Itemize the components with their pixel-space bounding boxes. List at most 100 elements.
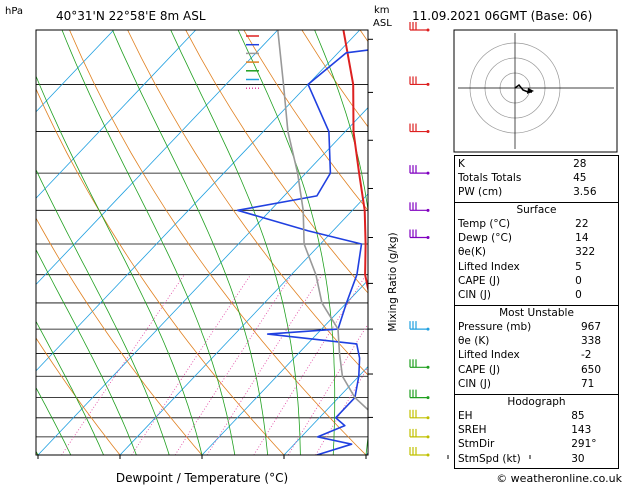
wind-barb-base: [426, 327, 430, 331]
mixing-ratio-line: [131, 274, 252, 455]
dry-adiabat-line: [36, 88, 285, 455]
hodograph-frame: [454, 394, 619, 469]
wind-barb-base: [426, 171, 430, 175]
mixing-ratio-line: [253, 274, 367, 455]
row-label: θe(K): [458, 246, 486, 259]
isotherm-line: [37, 107, 368, 455]
row-value: 28: [573, 158, 587, 170]
row-value: -2: [581, 349, 592, 362]
header-location: 40°31'N 22°58'E 8m ASL: [56, 9, 206, 23]
header-datetime: 11.09.2021 06GMT (Base: 06): [412, 9, 592, 23]
isotherm-line: [0, 30, 32, 455]
row-label: SREH: [458, 424, 487, 437]
header-hpa: hPa: [5, 6, 23, 17]
table-row: CAPE (J) 0: [454, 274, 619, 288]
row-value: 14: [575, 232, 589, 245]
hodograph: [453, 29, 618, 153]
mixing-ratio-line: [315, 366, 368, 455]
isotherm-line: [36, 30, 279, 286]
wet-adiabat-line: [36, 248, 137, 455]
axis-labels: [37, 38, 531, 459]
wet-adiabat-line: [237, 30, 336, 455]
wet-adiabat-line: [112, 30, 268, 455]
dry-adiabat-line: [69, 30, 367, 455]
row-value: 338: [581, 335, 602, 348]
wind-barbs: [409, 22, 430, 457]
legend: [246, 35, 259, 89]
parcel-trajectory-line: [277, 30, 368, 411]
hodograph-table: Hodograph EH 85 SREH 143 StmDir 291° StmSpd (k…: [454, 395, 619, 466]
isotherm-line: [201, 279, 368, 455]
table-row: PW (cm) 3.56: [454, 185, 619, 199]
dry-adiabat-line: [36, 217, 203, 455]
hodograph-frame: [453, 29, 618, 153]
row-label: K: [458, 158, 465, 170]
mixing-ratio-line: [206, 274, 323, 455]
row-value: 3.56: [573, 186, 597, 199]
wet-adiabat-line: [36, 320, 104, 455]
mixing-ratio-line: [174, 274, 293, 455]
row-label: Temp (°C): [458, 218, 511, 230]
wind-barb-base: [426, 396, 430, 400]
wet-adiabat-line: [36, 168, 170, 455]
table-row: StmSpd (kt) 30: [454, 452, 619, 466]
footer-copyright: © weatheronline.co.uk: [496, 472, 622, 485]
row-value: 650: [581, 363, 602, 376]
row-value: 291°: [571, 438, 597, 451]
row-value: 22: [575, 218, 589, 230]
mixing-ratio-line: [61, 274, 185, 455]
profile-lines: [236, 30, 368, 455]
hodograph-storm-marker: [527, 88, 534, 94]
table-row: Lifted Index -2: [454, 348, 619, 362]
hodograph-title: Hodograph: [507, 396, 566, 408]
dry-adiabat-line: [243, 30, 368, 212]
wind-barb-base: [426, 453, 430, 457]
y-axis-right-title: Mixing Ratio (g/kg): [387, 232, 399, 331]
row-value: 0: [575, 289, 582, 302]
row-value: 143: [571, 424, 592, 437]
row-label: CIN (J): [458, 289, 491, 302]
table-row: Pressure (mb) 967: [454, 320, 619, 334]
table-row: θe(K) 322: [454, 245, 619, 259]
wind-barb-base: [426, 435, 430, 439]
row-label: Totals Totals: [458, 172, 522, 185]
table-row: Temp (°C) 22: [454, 217, 619, 231]
table-row: Lifted Index 5: [454, 260, 619, 274]
x-axis-title: Dewpoint / Temperature (°C): [116, 471, 288, 485]
row-label: Dewp (°C): [458, 232, 512, 245]
surface-table: Surface Temp (°C) 22 Dewp (°C) 14 θe(K) 322 Li…: [454, 203, 619, 302]
isotherm-line: [283, 365, 368, 455]
row-label: EH: [458, 410, 473, 422]
row-label: StmDir: [458, 438, 495, 451]
wind-barb-base: [426, 130, 430, 134]
row-label: Lifted Index: [458, 349, 520, 362]
row-value: 5: [575, 260, 582, 273]
dry-adiabat-line: [185, 30, 368, 294]
table-row: CIN (J) 0: [454, 288, 619, 302]
dry-adiabat-line: [36, 337, 121, 455]
wet-adiabat-line: [61, 30, 236, 455]
unstable-title: Most Unstable: [499, 307, 574, 319]
table-row: CAPE (J) 650: [454, 363, 619, 377]
row-label: CAPE (J): [458, 274, 501, 287]
wind-barb-base: [426, 416, 430, 420]
dry-adiabat-line: [127, 30, 368, 376]
isotherm-line: [119, 193, 368, 455]
wet-adiabat-line: [36, 386, 72, 455]
surface-title: Surface: [516, 204, 557, 216]
row-label: θe (K): [458, 335, 490, 348]
row-value: 322: [575, 246, 596, 259]
mixing-ratio-line: [287, 323, 368, 455]
header-km: km: [374, 5, 390, 16]
indices-table: K 28 Totals Totals 45 PW (cm) 3.56: [454, 157, 619, 200]
isotherm-line: [36, 30, 197, 199]
row-label: Pressure (mb): [458, 321, 532, 333]
table-row: θe (K) 338: [454, 334, 619, 348]
plot-frame: [35, 29, 369, 456]
table-row: Dewp (°C) 14: [454, 231, 619, 245]
background-lines: [0, 30, 368, 455]
wind-barb-base: [426, 82, 430, 86]
table-row: StmDir 291°: [454, 437, 619, 451]
table-row: Totals Totals 45: [454, 171, 619, 185]
